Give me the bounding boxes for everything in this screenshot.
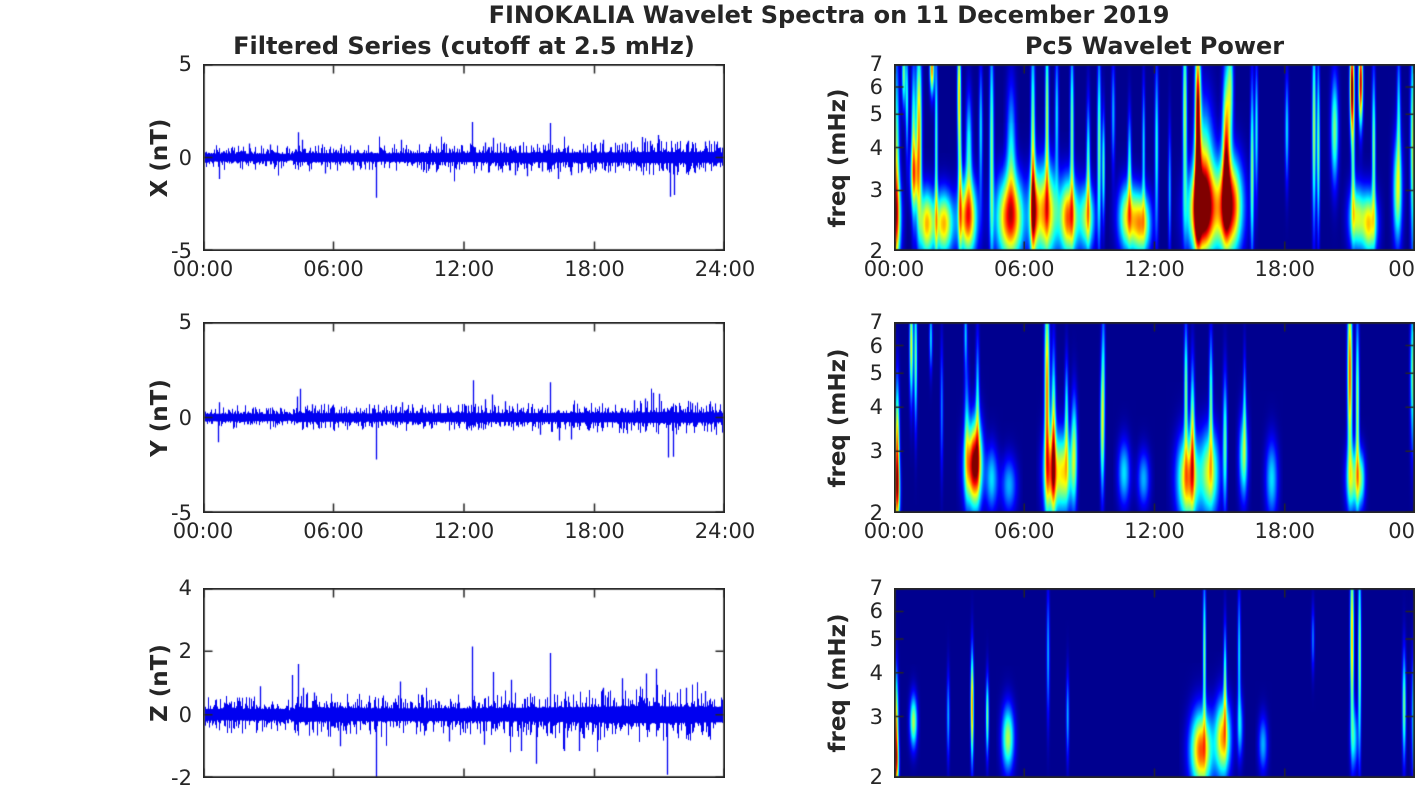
x-series-ylabel: X (nT) [147, 118, 173, 198]
freq-tick-label: 6 [869, 75, 883, 99]
freq-tick-label: 6 [869, 599, 883, 624]
y-wavelet-canvas [894, 322, 1415, 513]
time-tick-label: 24:00 [694, 257, 756, 281]
y-tick-label: 5 [178, 310, 192, 334]
freq-tick-label: 2 [869, 239, 883, 263]
freq-tick-label: 7 [869, 576, 883, 600]
y-tick-label: 0 [178, 145, 192, 170]
time-tick-label: 12:00 [1124, 519, 1185, 543]
time-tick-label: 00 [1388, 257, 1415, 281]
time-tick-label: 12:00 [1124, 257, 1185, 281]
time-tick-label: 18:00 [1254, 257, 1316, 281]
y-tick-label: -5 [171, 501, 192, 525]
y-tick-label: -2 [171, 766, 192, 788]
time-tick-label: 00:00 [172, 257, 234, 281]
freq-tick-label: 4 [869, 135, 883, 160]
freq-tick-label: 7 [869, 310, 883, 334]
left-column-title: Filtered Series (cutoff at 2.5 mHz) [233, 32, 695, 60]
freq-tick-label: 6 [869, 333, 883, 358]
z-series-ylabel: Z (nT) [147, 644, 173, 722]
freq-tick-label: 5 [869, 627, 883, 652]
y-series-ylabel: Y (nT) [147, 379, 173, 457]
time-tick-label: 00:00 [863, 519, 925, 543]
freq-tick-label: 4 [869, 395, 883, 420]
y-tick-label: 0 [178, 702, 192, 727]
y-tick-label: -5 [171, 239, 192, 263]
freq-tick-label: 7 [869, 52, 883, 76]
freq-tick-label: 2 [869, 501, 883, 525]
x-wavelet-ylabel: freq (mHz) [825, 88, 851, 228]
time-tick-label: 00:00 [863, 257, 925, 281]
z-wavelet-canvas [894, 588, 1415, 778]
right-column-title: Pc5 Wavelet Power [1024, 32, 1285, 60]
time-tick-label: 00:00 [172, 519, 234, 543]
time-tick-label: 06:00 [303, 519, 364, 543]
y-wavelet-ylabel: freq (mHz) [825, 348, 851, 488]
z-wavelet-ylabel: freq (mHz) [825, 613, 851, 753]
time-tick-label: 06:00 [993, 257, 1055, 281]
freq-tick-label: 3 [869, 439, 883, 464]
time-tick-label: 12:00 [433, 519, 495, 543]
y-tick-label: 4 [178, 576, 192, 600]
x-series-canvas [203, 64, 725, 251]
z-series-canvas [203, 588, 725, 778]
time-tick-label: 00 [1388, 519, 1415, 543]
freq-tick-label: 5 [869, 102, 883, 127]
freq-tick-label: 4 [869, 660, 883, 685]
y-tick-label: 5 [178, 52, 192, 76]
time-tick-label: 18:00 [1254, 519, 1316, 543]
freq-tick-label: 3 [869, 704, 883, 729]
y-tick-label: 0 [178, 405, 192, 430]
y-series-canvas [203, 322, 725, 513]
freq-tick-label: 2 [869, 765, 883, 788]
x-wavelet-canvas [894, 64, 1415, 251]
time-tick-label: 24:00 [694, 519, 756, 543]
time-tick-label: 06:00 [303, 257, 364, 281]
time-tick-label: 12:00 [433, 257, 495, 281]
time-tick-label: 18:00 [564, 519, 625, 543]
time-tick-label: 18:00 [564, 257, 625, 281]
figure-title: FINOKALIA Wavelet Spectra on 11 December… [488, 1, 1170, 29]
y-tick-label: 2 [178, 639, 192, 664]
freq-tick-label: 5 [869, 361, 883, 386]
time-tick-label: 06:00 [993, 519, 1055, 543]
freq-tick-label: 3 [869, 178, 883, 203]
